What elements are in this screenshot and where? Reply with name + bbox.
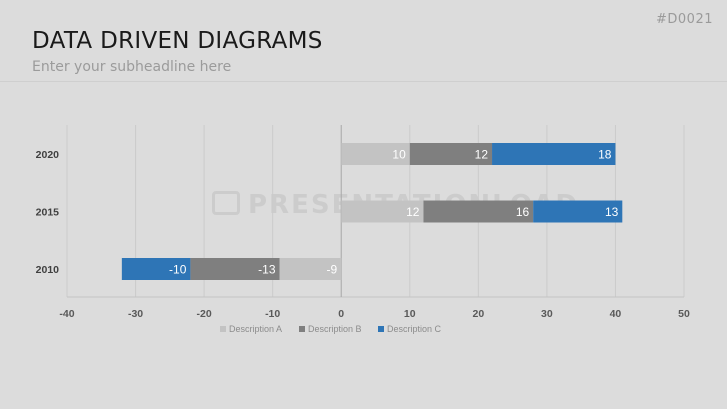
legend-swatch — [220, 326, 226, 332]
page-title: DATA DRIVEN DIAGRAMS — [32, 28, 323, 54]
x-tick-label: 20 — [472, 308, 484, 320]
x-tick-label: -40 — [59, 308, 74, 320]
bar-segment — [409, 143, 493, 165]
bar-segment — [279, 258, 342, 280]
watermark-icon — [212, 191, 240, 215]
legend-label: Description C — [387, 324, 442, 334]
legend-label: Description A — [229, 324, 282, 334]
data-label: 13 — [605, 205, 619, 219]
header-divider — [0, 81, 727, 82]
x-tick-label: -10 — [265, 308, 280, 320]
bar-segment — [341, 143, 410, 165]
x-tick-label: 50 — [678, 308, 690, 320]
data-label: 12 — [475, 148, 489, 162]
data-label: 10 — [392, 148, 406, 162]
bar-segment — [190, 258, 280, 280]
x-tick-label: -30 — [128, 308, 143, 320]
data-label: -13 — [258, 263, 276, 277]
data-label: 12 — [406, 205, 420, 219]
bar-segment — [121, 258, 191, 280]
category-label: 2020 — [36, 149, 60, 161]
bar-segment — [492, 143, 616, 165]
x-tick-label: 10 — [404, 308, 416, 320]
data-label: -10 — [169, 263, 187, 277]
category-label: 2010 — [36, 264, 60, 276]
legend-label: Description B — [308, 324, 362, 334]
x-tick-label: -20 — [197, 308, 212, 320]
page-subtitle: Enter your subheadline here — [32, 59, 232, 75]
data-label: 18 — [598, 148, 612, 162]
x-tick-label: 40 — [610, 308, 622, 320]
bar-segment — [533, 200, 623, 223]
legend-swatch — [299, 326, 305, 332]
bar-segment — [341, 200, 424, 223]
slide-id: #D0021 — [656, 12, 713, 27]
x-tick-label: 0 — [338, 308, 344, 320]
x-tick-label: 30 — [541, 308, 553, 320]
bar-segment — [423, 200, 534, 223]
data-label: -9 — [327, 263, 338, 277]
data-label: 16 — [516, 205, 530, 219]
category-label: 2015 — [36, 207, 60, 219]
legend-swatch — [378, 326, 384, 332]
